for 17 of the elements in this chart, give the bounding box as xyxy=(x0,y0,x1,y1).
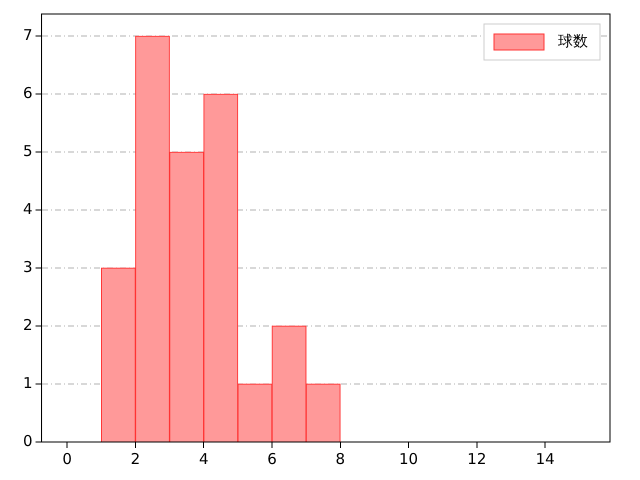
y-tick-label: 2 xyxy=(22,316,33,334)
x-tick-label: 6 xyxy=(267,450,277,468)
y-tick-label: 5 xyxy=(22,142,33,160)
y-tick-label: 4 xyxy=(22,200,33,218)
x-tick-label: 12 xyxy=(467,450,486,468)
y-tick-label: 3 xyxy=(22,258,33,276)
legend-label: 球数 xyxy=(558,32,588,50)
y-tick-label: 1 xyxy=(22,374,33,392)
x-tick-label: 4 xyxy=(198,450,208,468)
x-tick-label: 14 xyxy=(536,450,555,468)
x-tick-label: 2 xyxy=(130,450,140,468)
y-tick-label: 0 xyxy=(22,432,33,450)
y-tick-label: 7 xyxy=(22,26,33,44)
x-tick-label: 0 xyxy=(62,450,72,468)
x-tick-label: 10 xyxy=(399,450,418,468)
y-tick-label: 6 xyxy=(22,84,33,102)
x-tick-label: 8 xyxy=(336,450,346,468)
